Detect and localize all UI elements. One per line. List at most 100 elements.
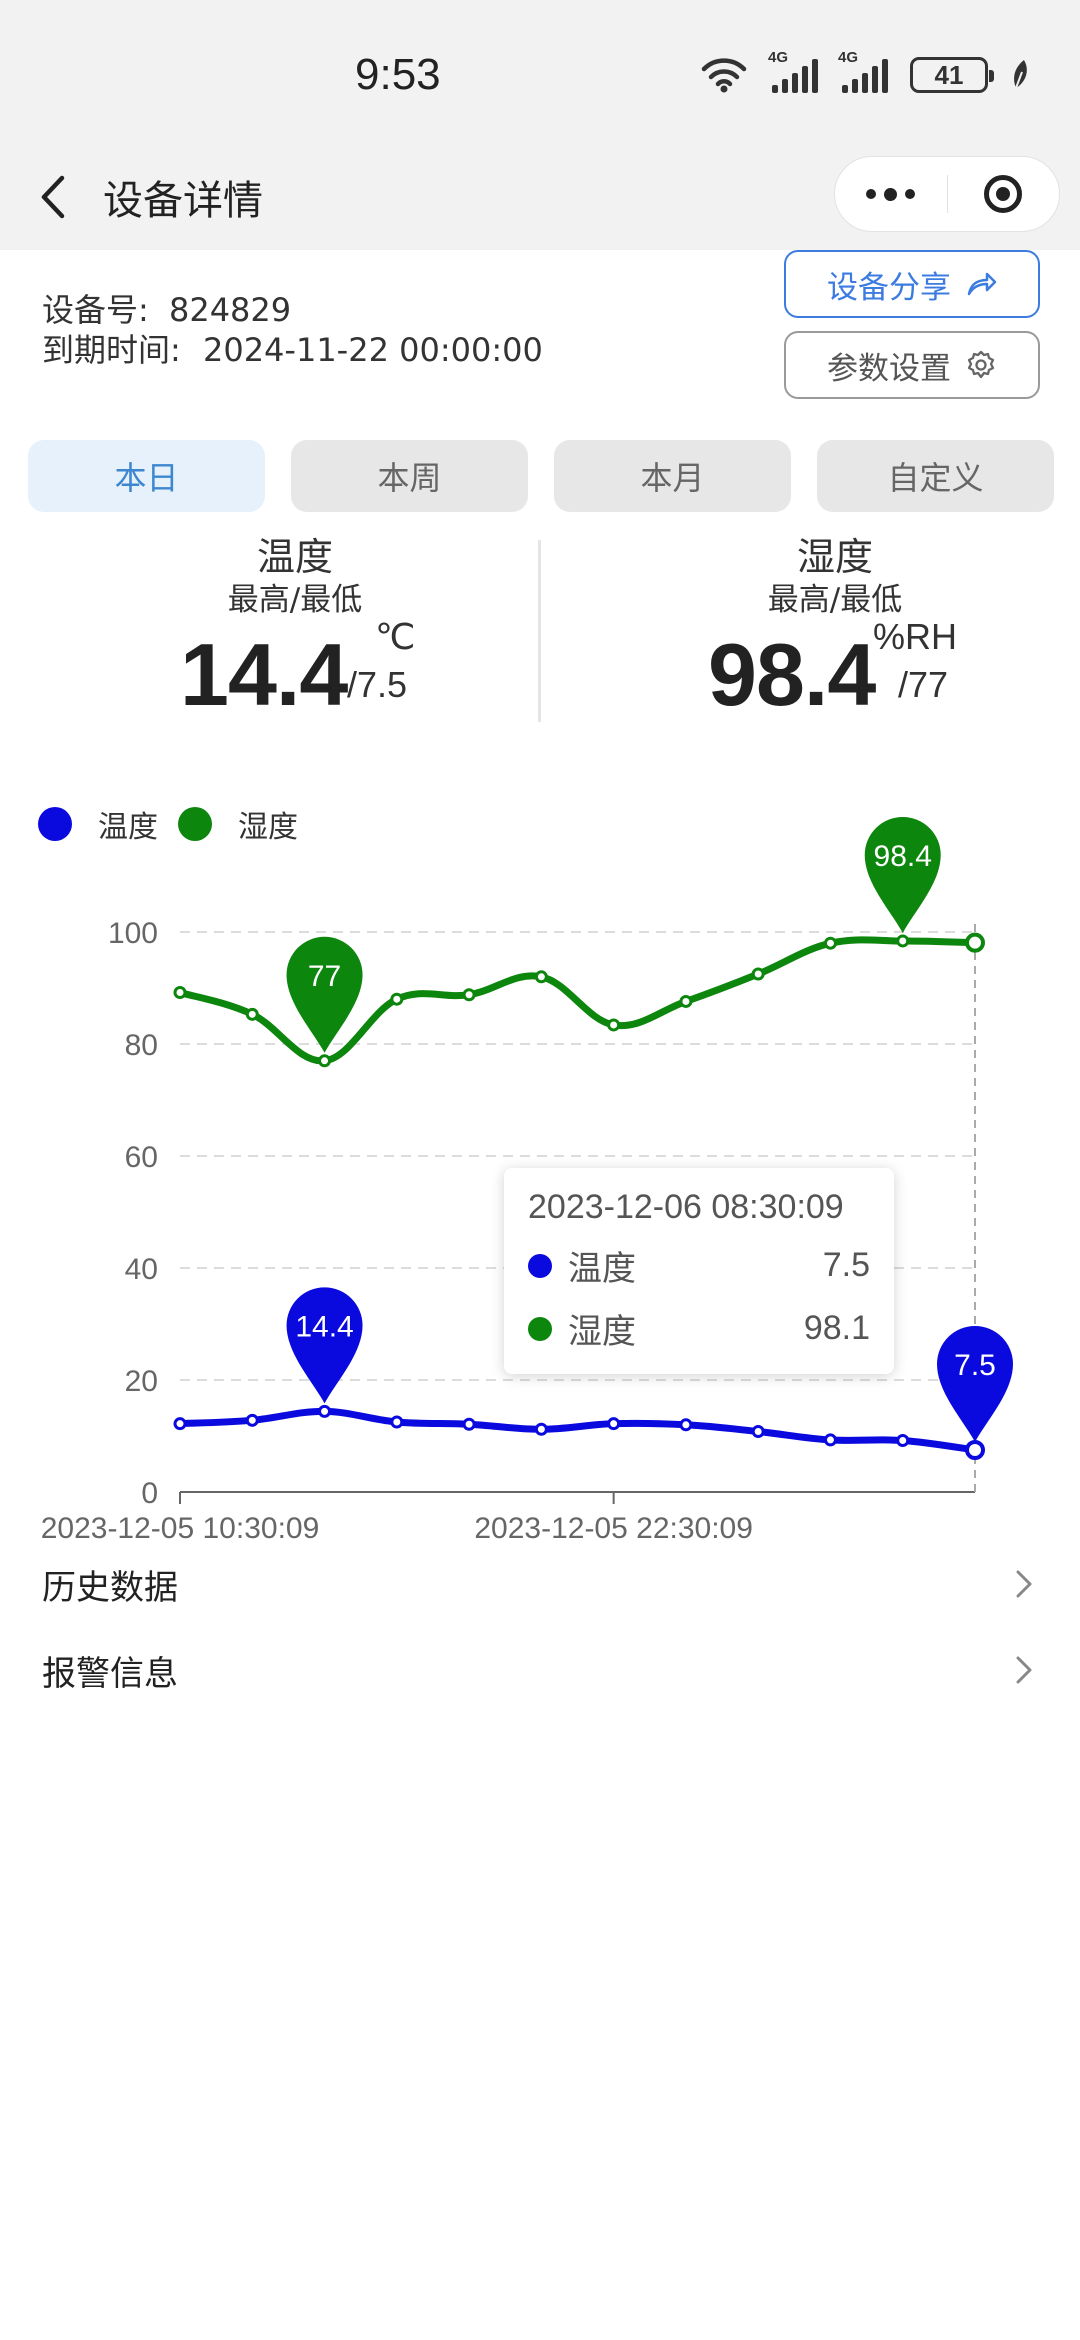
gear-icon — [967, 350, 995, 379]
marker-pin — [937, 1326, 1013, 1442]
leaf-icon — [1014, 60, 1027, 89]
battery-level: 41 — [934, 59, 964, 90]
tab-today[interactable]: 本日 — [28, 440, 265, 512]
humidity-max: 98.4 — [708, 625, 876, 724]
target-icon — [984, 175, 1023, 213]
humidity-title: 湿度 — [796, 535, 873, 579]
tooltip-time: 2023-12-06 08:30:09 — [528, 1188, 844, 1226]
share-device-label: 设备分享 — [827, 269, 951, 306]
signal-label: 4G — [768, 49, 789, 66]
data-point — [751, 967, 765, 981]
history-data-label: 历史数据 — [42, 1567, 178, 1608]
tooltip-row-humidity: 湿度 98.1 — [528, 1304, 870, 1353]
tab-week[interactable]: 本周 — [291, 440, 528, 512]
data-point — [173, 985, 187, 999]
device-info: 设备号: 824829 到期时间: 2024-11-22 00:00:00 — [42, 290, 543, 370]
device-id-value: 824829 — [168, 291, 292, 329]
humidity-unit: %RH — [873, 616, 958, 657]
share-device-button[interactable]: 设备分享 — [784, 250, 1040, 318]
more-dot-icon — [884, 187, 898, 201]
data-point — [390, 1415, 404, 1429]
page-title: 设备详情 — [103, 178, 263, 224]
legend-dot-temperature — [38, 807, 72, 841]
data-point — [462, 988, 476, 1002]
data-point — [390, 992, 404, 1006]
marker-pin — [286, 1287, 363, 1404]
data-point — [896, 1433, 910, 1447]
period-tabs: 本日 本周 本月 自定义 — [28, 440, 1054, 512]
back-icon[interactable] — [30, 172, 80, 222]
status-icons: 4G 4G 41 — [700, 49, 1032, 94]
data-point — [173, 1417, 187, 1431]
signal-label-2: 4G — [838, 49, 859, 66]
data-point — [318, 1404, 332, 1418]
capsule-divider — [946, 175, 948, 213]
temperature-unit: ℃ — [375, 616, 416, 657]
tooltip-label-humidity: 湿度 — [568, 1312, 636, 1352]
legend-dot-humidity — [178, 807, 212, 841]
y-tick-label: 0 — [141, 1477, 158, 1510]
expire-row: 到期时间: 2024-11-22 00:00:00 — [42, 330, 543, 370]
more-dot-icon — [866, 189, 877, 199]
alarm-info-label: 报警信息 — [42, 1653, 178, 1694]
x-tick-label: 2023-12-05 22:30:09 — [474, 1512, 753, 1545]
chart-legend: 温度 湿度 — [38, 802, 298, 846]
humidity-stat: 湿度 最高/最低 98.4 %RH /77 — [565, 532, 1080, 724]
expire-label: 到期时间: — [42, 331, 181, 369]
data-point — [823, 1433, 837, 1447]
tooltip-value-humidity: 98.1 — [803, 1309, 870, 1347]
close-miniapp-button[interactable] — [948, 156, 1060, 232]
data-point — [534, 970, 548, 984]
status-time: 9:53 — [355, 50, 441, 99]
temperature-title: 温度 — [256, 535, 333, 579]
tooltip-dot-humidity — [528, 1316, 552, 1341]
y-tick-label: 20 — [125, 1365, 158, 1398]
signal-icon: 4G — [768, 49, 818, 93]
tab-month[interactable]: 本月 — [554, 440, 791, 512]
alarm-info-row[interactable]: 报警信息 — [0, 1630, 1080, 1710]
data-point — [607, 1018, 621, 1032]
device-id-row: 设备号: 824829 — [42, 290, 543, 330]
tab-custom[interactable]: 自定义 — [817, 440, 1054, 512]
marker-label: 98.4 — [874, 840, 932, 873]
tooltip-dot-temperature — [528, 1253, 552, 1278]
legend-label-temperature[interactable]: 温度 — [98, 810, 158, 845]
share-icon — [967, 272, 997, 296]
data-point — [823, 936, 837, 950]
more-button[interactable] — [835, 156, 947, 232]
y-tick-label: 60 — [125, 1141, 158, 1174]
data-point — [534, 1422, 548, 1436]
temperature-stat: 温度 最高/最低 14.4 ℃ /7.5 — [25, 532, 565, 724]
chart-tooltip: 2023-12-06 08:30:09 温度 7.5 湿度 98.1 — [504, 1168, 894, 1374]
marker-label: 14.4 — [295, 1310, 353, 1343]
more-dot-icon — [905, 189, 916, 199]
stats-divider — [538, 540, 541, 722]
data-point — [965, 1440, 985, 1460]
humidity-min: /77 — [898, 664, 949, 705]
data-point — [679, 1418, 693, 1432]
signal-icon-2: 4G — [838, 49, 888, 93]
temperature-min: /7.5 — [347, 664, 408, 705]
device-id-label: 设备号: — [42, 291, 149, 329]
marker-label: 7.5 — [954, 1349, 996, 1382]
data-point — [245, 1007, 259, 1021]
y-tick-label: 80 — [125, 1029, 158, 1062]
param-settings-button[interactable]: 参数设置 — [784, 331, 1040, 399]
status-bar: 9:53 4G 4G 41 — [0, 0, 1080, 150]
legend-label-humidity[interactable]: 湿度 — [238, 810, 298, 845]
marker-pin — [286, 936, 363, 1053]
history-data-row[interactable]: 历史数据 — [0, 1544, 1080, 1624]
data-point — [965, 932, 985, 953]
y-tick-label: 40 — [125, 1253, 158, 1286]
marker-label: 77 — [308, 960, 341, 993]
temperature-max: 14.4 — [180, 625, 348, 724]
humidity-subtitle: 最高/最低 — [767, 582, 903, 618]
series-line-0 — [176, 1407, 979, 1454]
tooltip-row-temperature: 温度 7.5 — [528, 1241, 870, 1290]
x-tick-label: 2023-12-05 10:30:09 — [41, 1512, 320, 1545]
chevron-right-icon — [1016, 1570, 1032, 1598]
data-point — [318, 1054, 332, 1068]
data-point — [679, 994, 693, 1008]
chevron-right-icon — [1016, 1656, 1032, 1684]
param-settings-label: 参数设置 — [827, 350, 951, 387]
